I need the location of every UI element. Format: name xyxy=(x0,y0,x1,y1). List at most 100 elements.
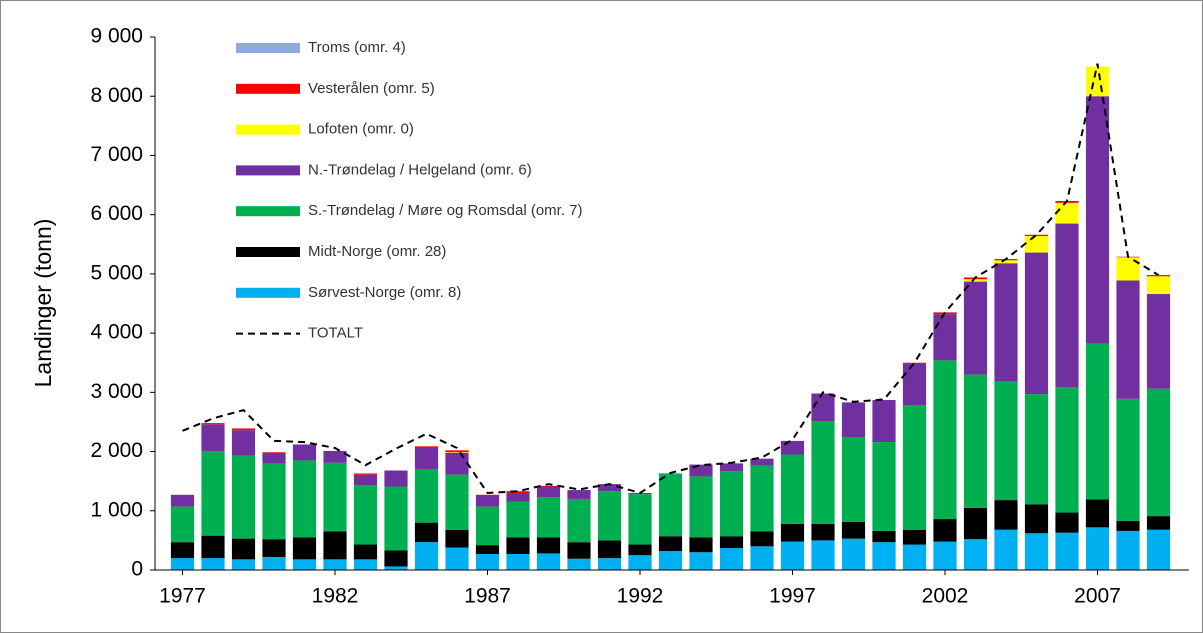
bar-segment xyxy=(262,452,286,453)
bar-segment xyxy=(719,548,744,570)
bar-segment xyxy=(414,469,439,523)
bar-segment xyxy=(933,314,957,361)
bar-segment xyxy=(445,452,469,475)
bar-segment xyxy=(841,538,866,570)
y-tick-label: 9 000 xyxy=(90,25,143,48)
legend-label: Midt-Norge (omr. 28) xyxy=(308,243,446,260)
y-tick-label: 1 000 xyxy=(90,498,143,521)
bar-segment xyxy=(353,474,378,486)
bar-segment xyxy=(414,542,439,570)
bar-segment xyxy=(323,559,347,570)
bar-segment xyxy=(1116,257,1140,281)
x-tick-label: 1997 xyxy=(769,585,816,608)
bar-segment xyxy=(841,522,866,539)
x-tick-label: 1977 xyxy=(159,585,206,608)
bar-segment xyxy=(963,281,988,375)
bar-segment xyxy=(780,523,805,542)
legend-key xyxy=(236,43,300,53)
y-axis-label: Landinger (tonn) xyxy=(30,219,56,388)
bar-segment xyxy=(475,494,500,496)
bar-segment xyxy=(506,493,530,502)
bar-segment xyxy=(201,450,225,536)
bar-segment xyxy=(506,491,530,494)
bar-segment xyxy=(811,393,835,422)
bar-segment xyxy=(536,485,561,487)
bar-segment xyxy=(1116,520,1140,531)
bar-segment xyxy=(231,538,256,560)
bar-segment xyxy=(963,374,988,508)
legend-key xyxy=(236,165,300,176)
bar-segment xyxy=(872,442,896,531)
bar-segment xyxy=(475,506,500,546)
bar-segment xyxy=(1085,96,1110,344)
bar-segment xyxy=(231,559,256,570)
y-tick-label: 8 000 xyxy=(90,84,143,107)
x-tick-label: 1992 xyxy=(617,585,664,608)
bar-segment xyxy=(292,460,317,538)
bar-segment xyxy=(445,450,469,453)
y-tick-label: 6 000 xyxy=(90,202,143,225)
legend-label: S.-Trøndelag / Møre og Romsdal (omr. 7) xyxy=(308,202,583,219)
bar-segment xyxy=(963,279,988,282)
bar-segment xyxy=(902,405,927,530)
bar-segment xyxy=(353,544,378,560)
bar-segment xyxy=(628,555,652,570)
bar-segment xyxy=(750,458,774,466)
bar-segment xyxy=(506,537,530,555)
bar-segment xyxy=(933,360,957,520)
bar-segment xyxy=(231,428,256,431)
bar-segment xyxy=(567,498,591,543)
bar-segment xyxy=(872,530,896,543)
bar-segment xyxy=(811,540,835,570)
bar-segment xyxy=(231,430,256,456)
bar-segment xyxy=(597,558,622,570)
bar-segment xyxy=(689,552,713,570)
bar-segment xyxy=(658,474,683,537)
bar-segment xyxy=(597,491,622,541)
bar-segment xyxy=(445,529,469,548)
bar-segment xyxy=(750,465,774,532)
bar-segment xyxy=(414,522,439,543)
bar-segment xyxy=(658,551,683,570)
bar-segment xyxy=(1085,343,1110,500)
bar-segment xyxy=(323,450,347,463)
bar-segment xyxy=(567,542,591,559)
bar-segment xyxy=(1055,532,1079,570)
bar-segment xyxy=(1055,223,1079,388)
x-tick-label: 2002 xyxy=(922,585,969,608)
bar-segment xyxy=(902,363,927,406)
bar-segment xyxy=(994,500,1018,530)
bar-segment xyxy=(323,531,347,560)
x-tick-label: 1982 xyxy=(312,585,359,608)
bar-segment xyxy=(170,506,195,543)
bar-segment xyxy=(719,471,744,537)
bar-segment xyxy=(811,421,835,524)
legend-label: Vesterålen (omr. 5) xyxy=(308,80,435,97)
legend-key xyxy=(236,247,300,257)
bar-segment xyxy=(1116,530,1140,570)
bar-segment xyxy=(628,544,652,556)
bar-segment xyxy=(536,537,561,554)
legend-label: TOTALT xyxy=(308,325,363,342)
bar-segment xyxy=(719,536,744,549)
y-tick-label: 4 000 xyxy=(90,321,143,344)
bar-segment xyxy=(475,554,500,570)
bar-segment xyxy=(1024,504,1049,534)
bar-segment xyxy=(384,566,408,570)
bar-segment xyxy=(1024,234,1049,236)
bar-segment xyxy=(1024,235,1049,253)
bar-segment xyxy=(475,545,500,555)
bar-segment xyxy=(1116,280,1140,399)
bar-segment xyxy=(1055,512,1079,533)
bar-segment xyxy=(1024,252,1049,395)
bar-segment xyxy=(536,486,561,498)
legend-label: Sørvest-Norge (omr. 8) xyxy=(308,284,461,301)
bar-segment xyxy=(902,529,927,545)
bar-segment xyxy=(1024,533,1049,570)
bar-segment xyxy=(780,541,805,570)
bar-segment xyxy=(963,507,988,540)
legend-key xyxy=(236,83,300,94)
bar-segment xyxy=(872,400,896,443)
bar-segment xyxy=(384,470,408,487)
